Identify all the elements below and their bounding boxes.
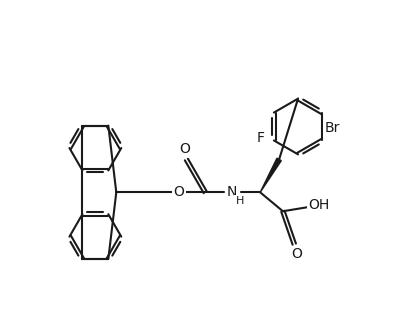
Text: O: O bbox=[291, 247, 302, 261]
Text: O: O bbox=[179, 143, 190, 157]
Text: N: N bbox=[227, 185, 237, 199]
Text: H: H bbox=[236, 196, 244, 206]
Text: F: F bbox=[257, 131, 265, 145]
Text: OH: OH bbox=[308, 198, 330, 212]
Text: Br: Br bbox=[324, 122, 340, 135]
Polygon shape bbox=[260, 158, 281, 192]
Text: O: O bbox=[173, 185, 184, 199]
